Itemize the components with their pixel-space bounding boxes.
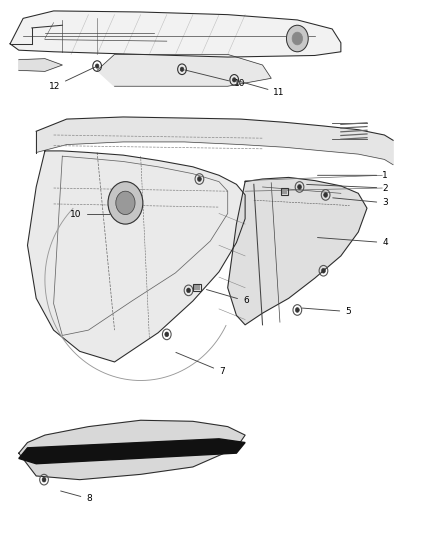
Text: 11: 11 — [237, 80, 285, 97]
Circle shape — [95, 64, 99, 68]
Polygon shape — [28, 151, 245, 362]
Circle shape — [286, 25, 308, 52]
Text: 10: 10 — [71, 210, 115, 219]
Text: 5: 5 — [302, 307, 351, 316]
Polygon shape — [97, 54, 271, 86]
Bar — [281, 188, 288, 195]
Bar — [194, 285, 200, 290]
Circle shape — [321, 268, 325, 273]
Circle shape — [116, 191, 135, 215]
Circle shape — [42, 477, 46, 482]
Circle shape — [187, 288, 191, 293]
Polygon shape — [10, 11, 341, 57]
Circle shape — [233, 78, 236, 82]
Text: 10: 10 — [185, 70, 246, 88]
Text: 7: 7 — [176, 352, 225, 376]
Text: 1: 1 — [318, 171, 388, 180]
Text: 12: 12 — [49, 67, 95, 91]
Polygon shape — [19, 420, 245, 480]
Bar — [193, 284, 201, 292]
Polygon shape — [19, 59, 62, 71]
Circle shape — [198, 176, 201, 181]
Text: 4: 4 — [318, 238, 388, 247]
Text: 6: 6 — [206, 289, 249, 305]
Circle shape — [180, 67, 184, 71]
Text: 8: 8 — [60, 491, 92, 503]
Bar — [282, 189, 287, 193]
Polygon shape — [36, 117, 393, 165]
Circle shape — [295, 308, 299, 312]
Polygon shape — [19, 439, 245, 464]
Circle shape — [297, 184, 301, 189]
Text: 3: 3 — [333, 198, 388, 207]
Circle shape — [324, 192, 328, 197]
Circle shape — [108, 182, 143, 224]
Circle shape — [165, 332, 169, 337]
Text: 2: 2 — [307, 183, 388, 192]
Polygon shape — [228, 177, 367, 325]
Circle shape — [292, 32, 303, 45]
